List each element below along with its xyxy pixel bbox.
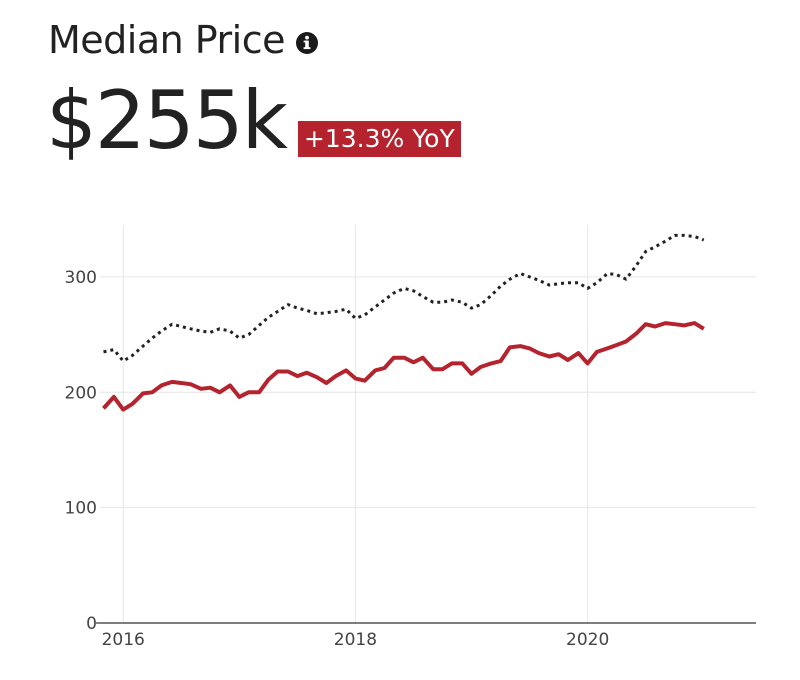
info-circle-icon[interactable] (295, 31, 319, 55)
y-tick-label: 300 (65, 268, 97, 288)
series-lines (102, 233, 705, 412)
median-price-series-line (102, 321, 705, 412)
metric-title: Median Price (48, 18, 286, 62)
metric-value: $255k (46, 74, 288, 167)
y-tick-label: 100 (65, 499, 97, 519)
x-tick-label: 2020 (566, 630, 609, 650)
value-row: $255k +13.3% YoY (46, 76, 461, 166)
axes: 0 100 200 300 2016 2018 2020 (65, 268, 756, 650)
grid-lines (100, 225, 756, 623)
comparison-series-line (103, 233, 705, 363)
y-tick-label: 0 (86, 614, 97, 634)
yoy-change-badge: +13.3% YoY (297, 121, 461, 157)
x-tick-label: 2016 (102, 630, 145, 650)
x-tick-label: 2018 (334, 630, 377, 650)
y-tick-label: 200 (65, 383, 97, 403)
title-row: Median Price (48, 18, 319, 62)
